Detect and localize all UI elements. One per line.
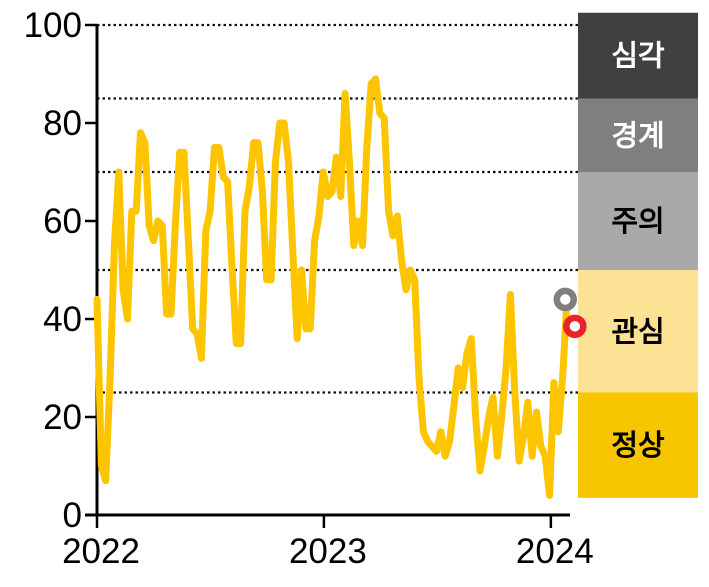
red-circle-marker (563, 314, 587, 339)
band-caution (578, 172, 698, 270)
band-label-attention: 관심 (611, 315, 664, 348)
gray-circle-marker (553, 287, 578, 312)
y-axis-label-60: 60 (43, 202, 82, 241)
band-label-alert: 경계 (611, 119, 664, 152)
band-label-normal: 정상 (611, 429, 665, 462)
band-attention (578, 270, 698, 393)
y-axis-label-40: 40 (43, 300, 82, 339)
y-axis-label-20: 20 (43, 398, 82, 437)
y-axis-label-0: 0 (63, 496, 82, 535)
x-axis-label-2023: 2023 (289, 532, 367, 571)
y-axis-label-80: 80 (43, 104, 82, 143)
band-normal (578, 392, 698, 498)
stress-index-line (93, 75, 571, 499)
band-alert (578, 98, 698, 172)
end-markers (553, 287, 587, 339)
y-axis-label-100: 100 (24, 6, 82, 45)
x-axis-label-2022: 2022 (62, 532, 140, 571)
band-label-caution: 주의 (611, 205, 664, 238)
x-axis-label-2024: 2024 (516, 532, 594, 571)
index-line (93, 75, 571, 499)
y-axis-labels: 0 20 40 60 80 100 (24, 6, 82, 535)
x-axis-labels: 2022 2023 2024 (62, 532, 594, 571)
band-label-severe: 심각 (611, 40, 665, 73)
band-severe (578, 12, 698, 99)
axes (85, 23, 570, 528)
